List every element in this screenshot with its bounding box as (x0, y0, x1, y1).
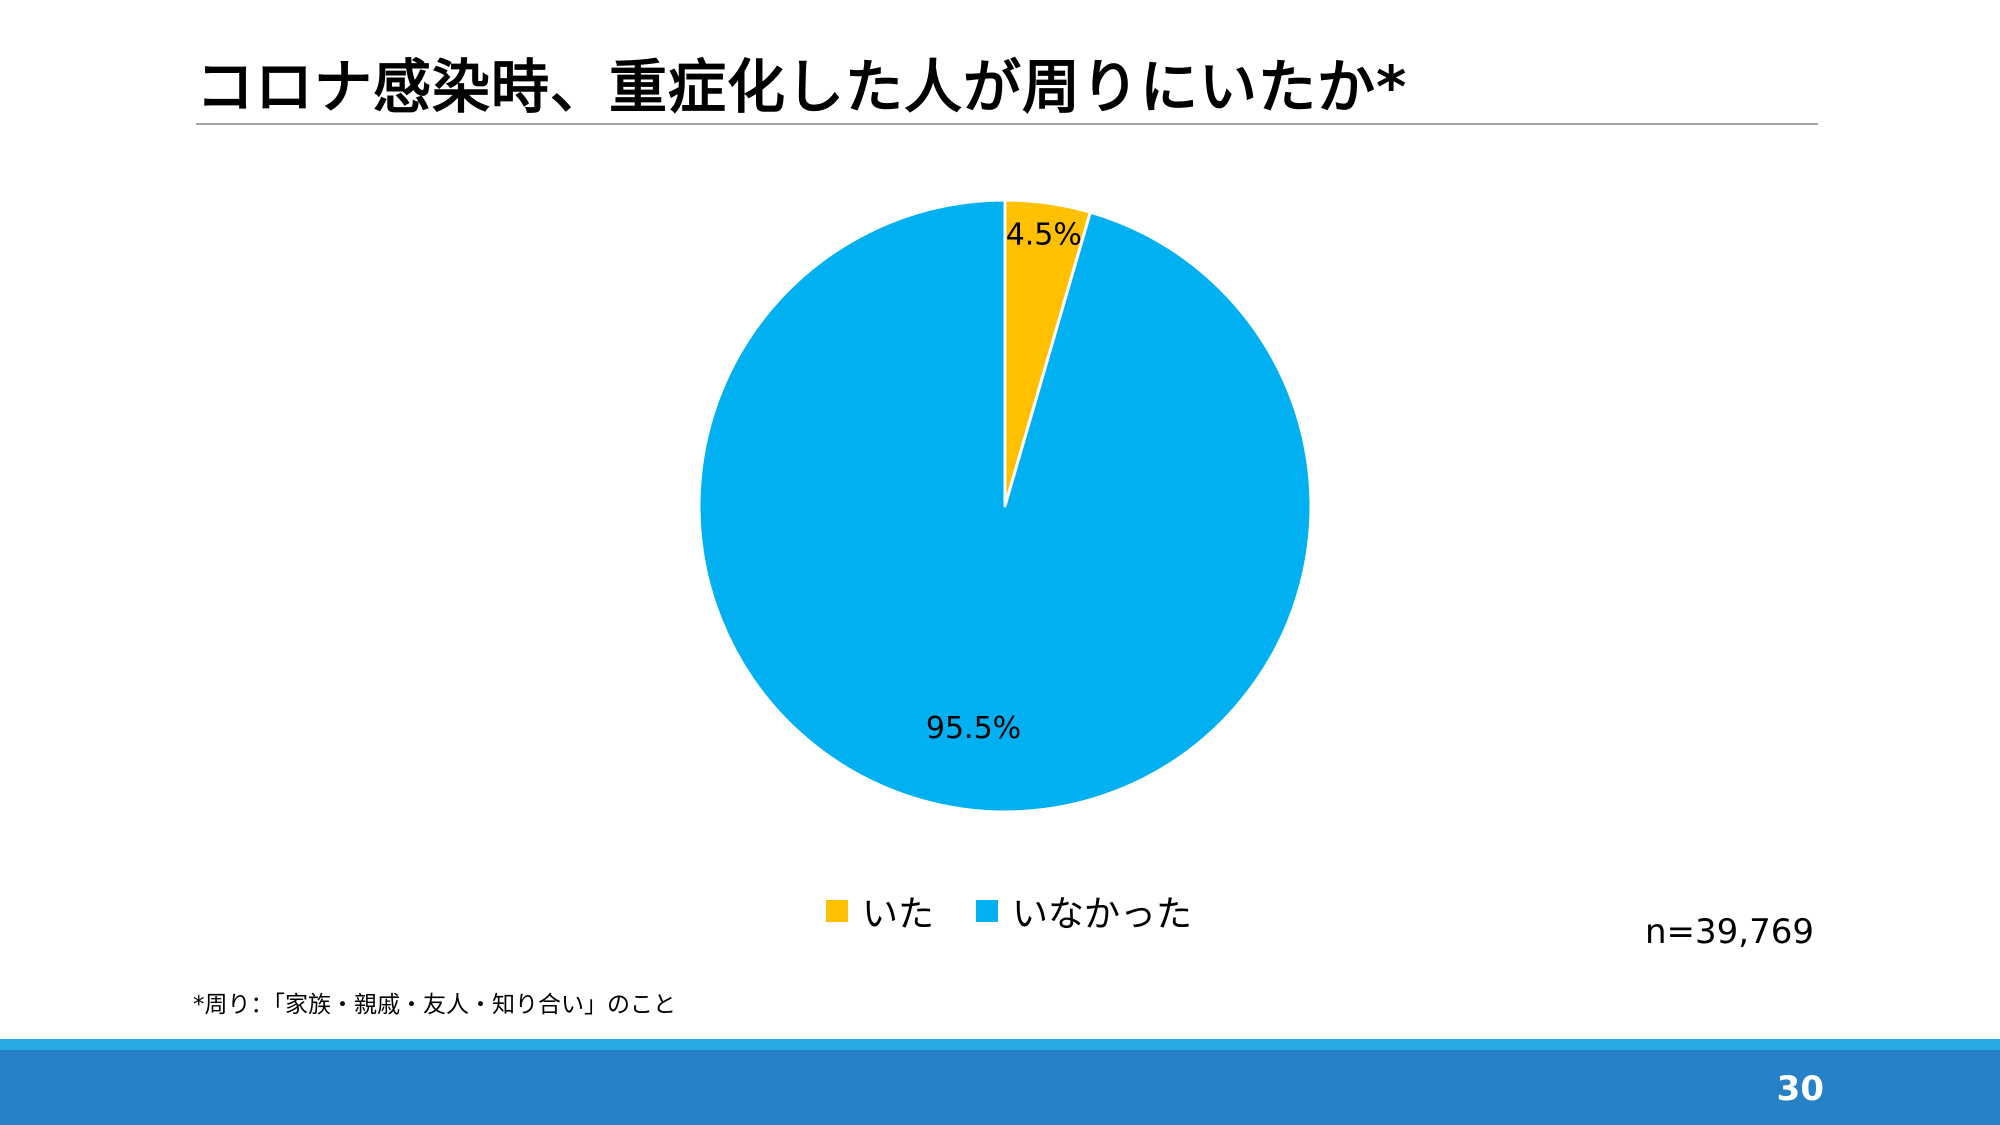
legend-swatch-yes (826, 900, 848, 922)
legend-label-yes: いた (862, 894, 935, 935)
footer-accent-bar (0, 1039, 2000, 1050)
page-number: 30 (1776, 1069, 1824, 1109)
sample-size: n=39,769 (1644, 912, 1814, 952)
footnote: *周り：「家族・親戚・友人・知り合い」のこと (193, 992, 676, 1018)
slide-title: コロナ感染時、重症化した人が周りにいたか* (196, 53, 1408, 121)
legend-item-yes: いた (826, 885, 934, 937)
footer-bar (0, 1050, 2000, 1125)
legend-label-no: いなかった (1012, 894, 1193, 935)
title-divider (196, 123, 1818, 125)
data-label-yes: 4.5% (1006, 217, 1082, 252)
pie-slice-no (697, 198, 1313, 814)
chart-legend: いた いなかった (826, 885, 1192, 937)
data-label-no: 95.5% (926, 711, 1021, 746)
legend-swatch-no (976, 900, 999, 922)
legend-item-no: いなかった (976, 885, 1192, 937)
